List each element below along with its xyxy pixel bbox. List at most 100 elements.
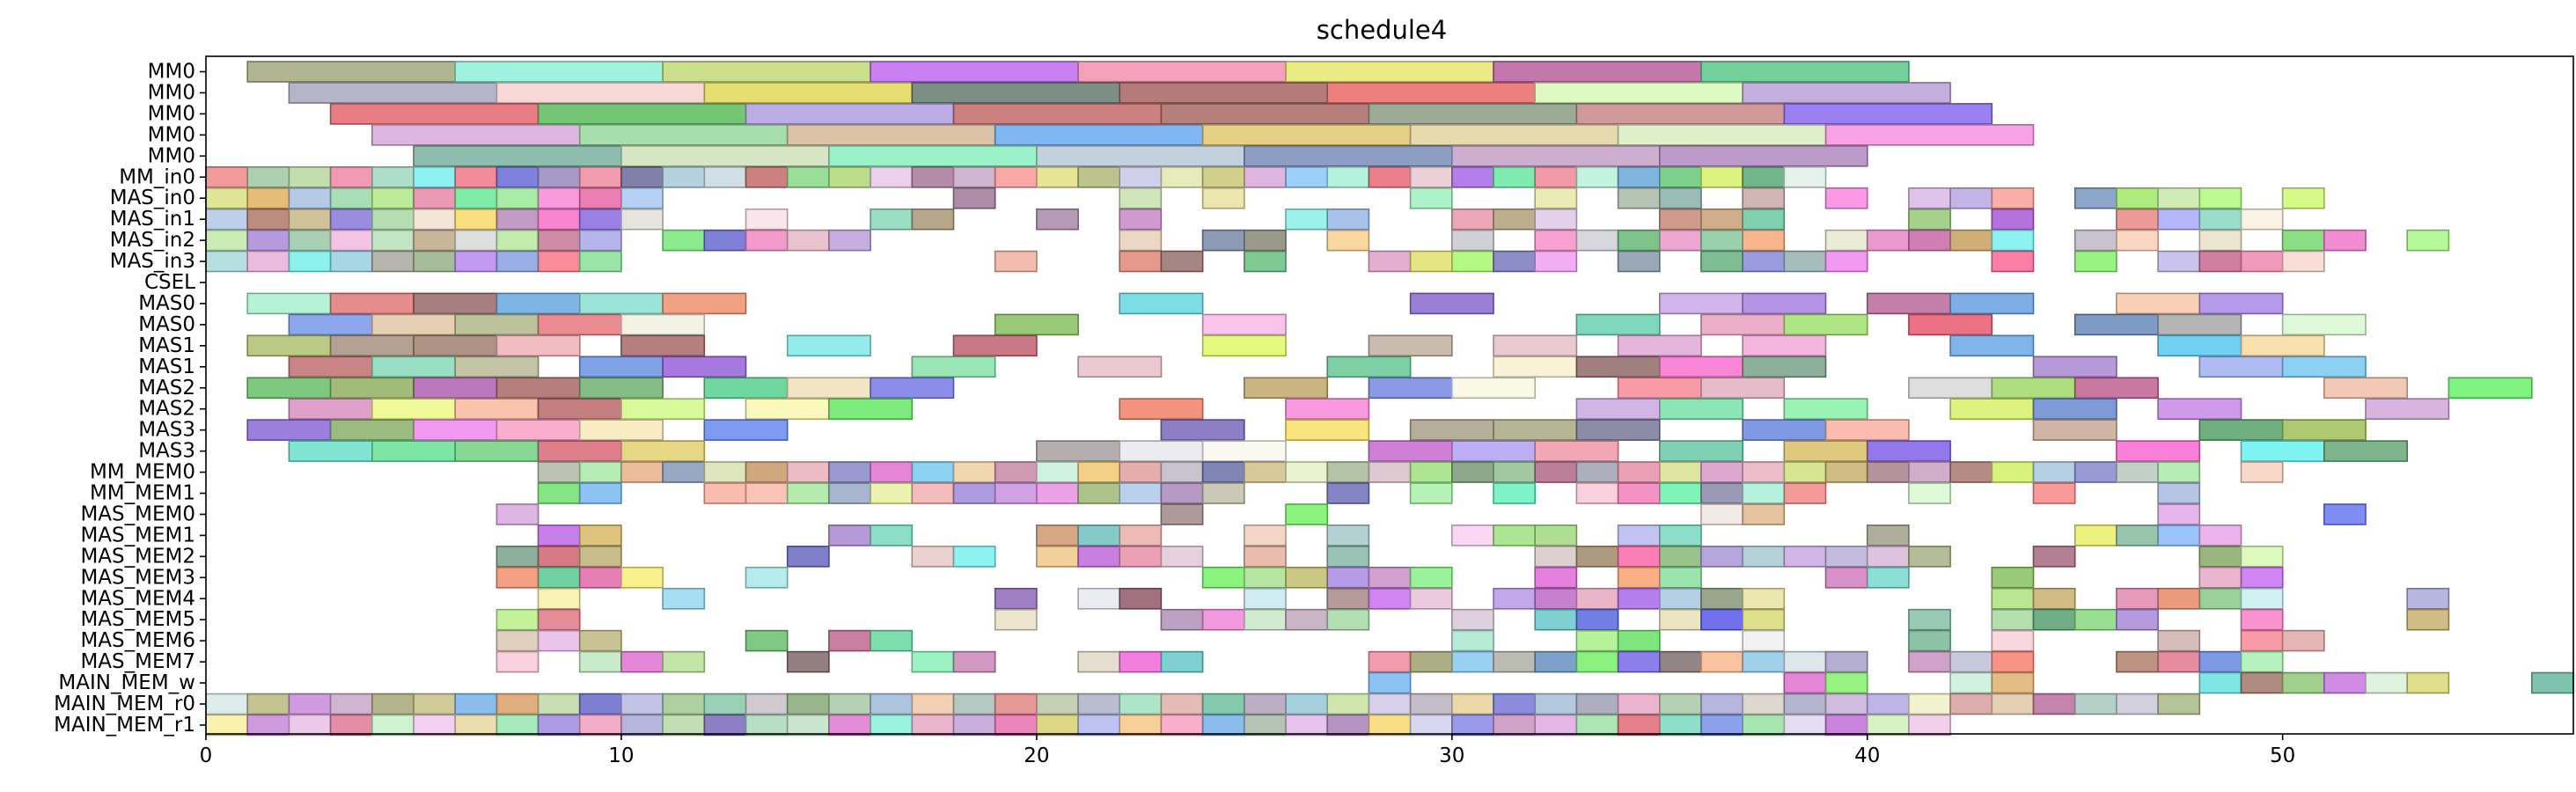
task-bar: [2323, 671, 2367, 694]
task-bar: [1160, 503, 1204, 525]
task-bar: [745, 229, 789, 252]
task-bar: [1908, 187, 1951, 209]
task-bar: [495, 503, 539, 525]
task-bar: [2531, 671, 2574, 694]
task-bar: [1991, 377, 2076, 400]
task-bar: [786, 693, 830, 715]
task-bar: [1077, 587, 1121, 610]
task-bar: [1036, 693, 1079, 715]
task-bar: [1534, 82, 1743, 104]
task-bar: [1866, 714, 1910, 737]
task-bar: [454, 187, 498, 209]
task-bar: [662, 587, 706, 610]
task-bar: [1742, 503, 1786, 525]
task-bar: [1409, 250, 1453, 273]
y-tick-label: MAS2: [138, 377, 195, 400]
task-bar: [1824, 546, 1868, 568]
task-bar: [2406, 587, 2450, 610]
task-bar: [1451, 377, 1537, 400]
task-bar: [578, 187, 622, 209]
task-bar: [1285, 208, 1329, 231]
task-bar: [2281, 229, 2325, 252]
y-tick-label: MAS_MEM2: [80, 545, 195, 568]
task-bar: [2198, 650, 2242, 673]
task-bar: [1119, 82, 1328, 104]
task-bar: [1534, 566, 1578, 589]
task-bar: [1783, 693, 1827, 715]
task-bar: [495, 546, 539, 568]
task-bar: [1700, 503, 1743, 525]
y-tick-label: MM0: [148, 144, 195, 167]
task-bar: [1036, 145, 1245, 167]
task-bar: [1326, 482, 1370, 504]
task-bar: [1160, 693, 1204, 715]
task-bar: [1077, 524, 1121, 546]
task-bar: [620, 208, 664, 231]
task-bar: [578, 166, 622, 188]
task-bar: [994, 313, 1079, 336]
task-bar: [537, 229, 581, 252]
task-bar: [620, 187, 664, 209]
task-bar: [620, 461, 664, 483]
y-tick-label: MAIN_MEM_r1: [54, 714, 195, 737]
task-bar: [413, 166, 457, 188]
task-bar: [1409, 419, 1494, 441]
task-bar: [828, 524, 871, 546]
task-bar: [870, 166, 914, 188]
task-bar: [2116, 608, 2159, 631]
task-bar: [2157, 503, 2201, 525]
task-bar: [2281, 313, 2367, 336]
task-bar: [1991, 671, 2035, 694]
task-bar: [495, 629, 539, 652]
task-bar: [1493, 524, 1537, 546]
task-bar: [371, 313, 456, 336]
task-bar: [578, 714, 622, 737]
task-bar: [994, 693, 1038, 715]
task-bar: [205, 693, 249, 715]
task-bar: [205, 166, 249, 188]
task-bars: [205, 61, 2574, 737]
task-bar: [2073, 313, 2159, 336]
task-bar: [1244, 566, 1287, 589]
task-bar: [2365, 398, 2450, 421]
task-bar: [1493, 356, 1578, 378]
task-bar: [205, 187, 249, 209]
task-bar: [745, 398, 830, 421]
task-bar: [1659, 166, 1702, 188]
task-bar: [1451, 693, 1494, 715]
task-bar: [371, 124, 581, 146]
y-tick-label: MAS_MEM0: [80, 502, 195, 525]
task-bar: [1285, 608, 1329, 631]
task-bar: [620, 566, 664, 589]
task-bar: [578, 546, 622, 568]
task-bar: [662, 714, 706, 737]
task-bar: [1534, 546, 1578, 568]
task-bar: [911, 356, 996, 378]
y-tick-label: MAS_in0: [110, 187, 195, 209]
task-bar: [2281, 250, 2325, 273]
task-bar: [1700, 587, 1743, 610]
task-bar: [911, 482, 955, 504]
task-bar: [454, 61, 664, 83]
task-bar: [2240, 546, 2284, 568]
task-bar: [786, 650, 830, 673]
task-bar: [1201, 124, 1412, 146]
task-bar: [2240, 334, 2325, 357]
task-bar: [1949, 461, 1993, 483]
task-bar: [1036, 714, 1079, 737]
task-bar: [2323, 377, 2409, 400]
task-bar: [2240, 461, 2284, 483]
task-bar: [828, 461, 871, 483]
task-bar: [1493, 461, 1537, 483]
task-bar: [1201, 166, 1245, 188]
task-bar: [1700, 61, 1910, 83]
task-bar: [495, 250, 539, 273]
task-bar: [2198, 208, 2242, 231]
task-bar: [2157, 398, 2242, 421]
task-bar: [2198, 419, 2284, 441]
task-bar: [1659, 398, 1744, 421]
task-bar: [2157, 587, 2201, 610]
task-bar: [1659, 650, 1702, 673]
task-bar: [1949, 229, 1993, 252]
task-bar: [454, 166, 498, 188]
